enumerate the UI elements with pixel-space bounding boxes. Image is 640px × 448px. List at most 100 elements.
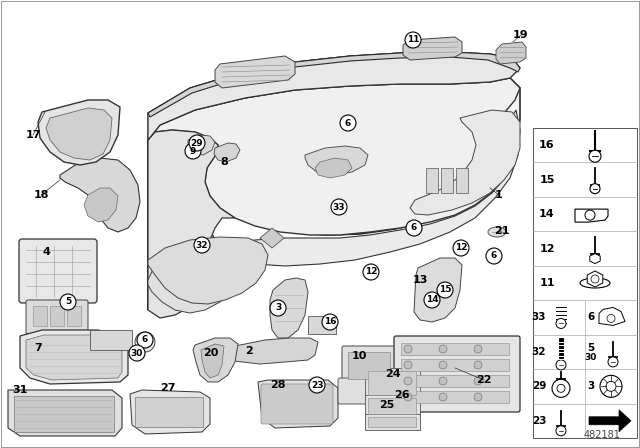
Bar bbox=[441, 168, 453, 193]
Circle shape bbox=[600, 375, 622, 397]
Polygon shape bbox=[148, 52, 520, 117]
Text: 32: 32 bbox=[196, 241, 208, 250]
Circle shape bbox=[589, 150, 601, 162]
Bar bbox=[308, 316, 336, 334]
Text: 28: 28 bbox=[270, 380, 285, 390]
Circle shape bbox=[322, 314, 338, 330]
Text: 11: 11 bbox=[407, 35, 419, 44]
Circle shape bbox=[129, 345, 145, 361]
Text: 5: 5 bbox=[65, 297, 71, 306]
Polygon shape bbox=[214, 143, 240, 162]
Bar bbox=[401, 391, 509, 403]
Bar bbox=[33, 306, 47, 326]
Ellipse shape bbox=[580, 278, 610, 288]
Polygon shape bbox=[260, 228, 284, 248]
FancyBboxPatch shape bbox=[26, 300, 88, 334]
Circle shape bbox=[405, 32, 421, 48]
Text: 11: 11 bbox=[540, 278, 555, 288]
Polygon shape bbox=[414, 258, 462, 322]
Circle shape bbox=[607, 314, 615, 323]
Bar bbox=[533, 128, 637, 438]
FancyBboxPatch shape bbox=[394, 336, 520, 412]
Polygon shape bbox=[270, 278, 308, 338]
Circle shape bbox=[135, 332, 155, 352]
Polygon shape bbox=[38, 100, 120, 165]
Polygon shape bbox=[215, 56, 295, 88]
Text: 12: 12 bbox=[540, 244, 555, 254]
Circle shape bbox=[557, 384, 565, 392]
Bar bbox=[365, 395, 420, 417]
Bar bbox=[135, 397, 203, 427]
Text: 20: 20 bbox=[204, 348, 219, 358]
Text: 29: 29 bbox=[191, 138, 204, 147]
Text: 13: 13 bbox=[412, 275, 428, 285]
Text: 6: 6 bbox=[411, 224, 417, 233]
Text: 22: 22 bbox=[476, 375, 492, 385]
Polygon shape bbox=[599, 307, 625, 325]
Bar bbox=[14, 396, 114, 432]
Text: 6: 6 bbox=[588, 312, 595, 323]
Text: 12: 12 bbox=[365, 267, 377, 276]
Circle shape bbox=[424, 292, 440, 308]
Text: 16: 16 bbox=[324, 318, 336, 327]
Text: 10: 10 bbox=[351, 351, 367, 361]
Circle shape bbox=[404, 345, 412, 353]
Text: 482181: 482181 bbox=[583, 430, 620, 440]
Circle shape bbox=[404, 377, 412, 385]
Bar bbox=[90, 330, 132, 350]
Circle shape bbox=[556, 426, 566, 436]
Circle shape bbox=[137, 332, 153, 348]
Polygon shape bbox=[258, 380, 338, 428]
Text: 33: 33 bbox=[532, 312, 547, 323]
Polygon shape bbox=[26, 335, 122, 380]
Text: 1: 1 bbox=[495, 190, 503, 200]
Text: 3: 3 bbox=[588, 381, 595, 392]
Polygon shape bbox=[315, 158, 352, 178]
Text: 16: 16 bbox=[539, 140, 555, 150]
Circle shape bbox=[439, 393, 447, 401]
Polygon shape bbox=[496, 42, 526, 64]
Bar bbox=[365, 414, 420, 430]
Circle shape bbox=[591, 275, 599, 283]
Circle shape bbox=[439, 345, 447, 353]
Text: 23: 23 bbox=[532, 416, 547, 426]
Polygon shape bbox=[589, 410, 631, 432]
Text: 23: 23 bbox=[311, 380, 323, 389]
Text: 6: 6 bbox=[345, 119, 351, 128]
Bar bbox=[368, 398, 416, 414]
Circle shape bbox=[474, 345, 482, 353]
Text: 32: 32 bbox=[532, 347, 547, 357]
Bar bbox=[365, 368, 420, 398]
Circle shape bbox=[585, 210, 595, 220]
Polygon shape bbox=[410, 110, 520, 215]
Text: 24: 24 bbox=[385, 369, 401, 379]
Text: 18: 18 bbox=[33, 190, 49, 200]
Polygon shape bbox=[305, 146, 368, 175]
Text: 27: 27 bbox=[160, 383, 176, 393]
Polygon shape bbox=[148, 78, 520, 310]
Polygon shape bbox=[403, 37, 462, 60]
Circle shape bbox=[439, 361, 447, 369]
Circle shape bbox=[331, 199, 347, 215]
Text: 25: 25 bbox=[380, 400, 395, 410]
FancyBboxPatch shape bbox=[338, 378, 370, 404]
Circle shape bbox=[270, 300, 286, 316]
Polygon shape bbox=[84, 188, 118, 222]
Text: 8: 8 bbox=[220, 157, 228, 167]
Circle shape bbox=[486, 248, 502, 264]
Circle shape bbox=[406, 220, 422, 236]
Circle shape bbox=[474, 393, 482, 401]
Text: 29: 29 bbox=[532, 381, 546, 392]
Bar bbox=[67, 306, 81, 326]
Text: 31: 31 bbox=[12, 385, 28, 395]
Circle shape bbox=[606, 381, 616, 392]
Polygon shape bbox=[208, 110, 520, 290]
Bar bbox=[50, 306, 64, 326]
Text: 21: 21 bbox=[494, 226, 509, 236]
Polygon shape bbox=[130, 390, 210, 434]
Polygon shape bbox=[188, 135, 215, 155]
Text: 4: 4 bbox=[42, 247, 50, 257]
Bar bbox=[401, 359, 509, 371]
Text: 26: 26 bbox=[394, 390, 410, 400]
Bar bbox=[456, 168, 468, 193]
